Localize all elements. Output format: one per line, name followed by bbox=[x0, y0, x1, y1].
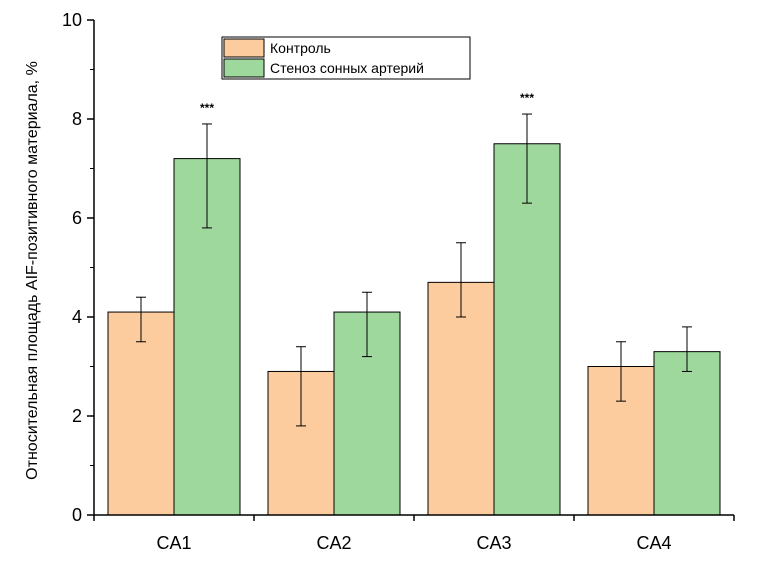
bar-ca4-series-2 bbox=[653, 351, 721, 516]
significance-marker-ca3: *** bbox=[520, 91, 534, 105]
x-tick-label-ca1: CA1 bbox=[156, 533, 191, 553]
y-tick-label-6: 6 bbox=[72, 208, 82, 228]
axes-layer: CA1 CA2 CA3 CA4 0 2 4 6 8 10 bbox=[62, 10, 735, 553]
legend-swatch-series-1 bbox=[223, 38, 265, 58]
bars-layer bbox=[107, 143, 721, 516]
x-tick-label-ca4: CA4 bbox=[636, 533, 671, 553]
bar-ca1-series-1 bbox=[107, 311, 175, 516]
y-tick-label-8: 8 bbox=[72, 109, 82, 129]
y-tick-label-2: 2 bbox=[72, 406, 82, 426]
x-tick-label-ca3: CA3 bbox=[476, 533, 511, 553]
significance-marker-ca1: *** bbox=[200, 101, 214, 115]
legend: Контроль Стеноз сонных артерий bbox=[221, 36, 471, 80]
y-tick-label-0: 0 bbox=[72, 505, 82, 525]
bar-ca3-series-1 bbox=[427, 281, 495, 516]
legend-label-series-1: Контроль bbox=[270, 40, 331, 56]
x-tick-label-ca2: CA2 bbox=[316, 533, 351, 553]
y-axis-label: Относительная площадь AIF-позитивного ма… bbox=[24, 61, 41, 480]
bar-ca3-series-2 bbox=[493, 143, 561, 516]
y-tick-label-4: 4 bbox=[72, 307, 82, 327]
error-bars-layer bbox=[136, 113, 692, 427]
y-tick-label-10: 10 bbox=[62, 10, 82, 30]
y-axis-label-group: Относительная площадь AIF-позитивного ма… bbox=[24, 61, 41, 480]
legend-swatch-series-2 bbox=[223, 58, 265, 78]
legend-label-series-2: Стеноз сонных артерий bbox=[270, 60, 424, 76]
annotations-layer: *** *** bbox=[200, 91, 534, 115]
